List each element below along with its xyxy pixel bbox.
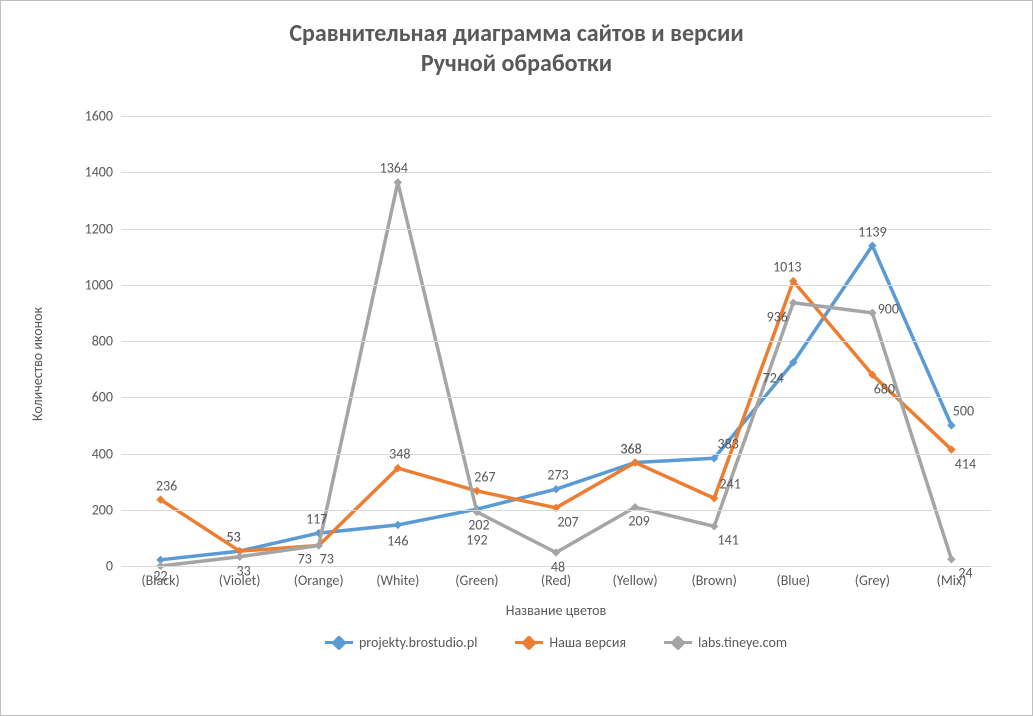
x-tick-label: (Orange) [294,572,344,589]
gridline [121,397,991,398]
gridline [121,285,991,286]
legend-label: projekty.brostudio.pl [359,634,477,651]
series-marker [394,179,401,186]
data-label: 936 [767,308,788,325]
x-tick-label: (Yellow) [613,572,658,589]
data-label: 368 [620,440,641,457]
data-label: 500 [953,403,974,420]
legend-marker-icon [670,635,686,651]
chart-title: Сравнительная диаграмма сайтов и версии … [1,19,1032,79]
data-label: 146 [387,532,408,549]
legend-marker-icon [522,635,538,651]
y-tick-label: 1000 [85,276,113,293]
gridline [121,510,991,511]
data-label: 73 [298,551,312,568]
data-label: 724 [763,370,784,387]
legend-swatch [515,641,543,644]
chart-container: Сравнительная диаграмма сайтов и версии … [0,0,1033,716]
data-label: 348 [389,446,410,463]
data-label: 73 [320,551,334,568]
legend-label: labs.tineye.com [698,634,787,651]
y-tick-label: 1200 [85,220,113,237]
x-tick-label: (Green) [455,572,498,589]
gridline [121,454,991,455]
y-tick-label: 400 [92,445,113,462]
data-label: 273 [547,467,568,484]
data-label: 22 [153,567,167,584]
data-label: 141 [718,532,739,549]
data-label: 236 [156,477,177,494]
y-axis-title: Количество иконок [29,307,46,421]
data-label: 209 [628,513,649,530]
series-line [161,246,952,560]
legend-swatch [664,641,692,644]
gridline [121,341,991,342]
data-label: 900 [878,300,899,317]
y-tick-label: 0 [106,558,113,575]
x-tick-label: (Grey) [855,572,890,589]
data-label: 117 [306,511,327,528]
plot-area: Название цветов projekty.brostudio.plНаш… [121,116,991,566]
data-label: 24 [958,565,972,582]
data-label: 48 [551,558,565,575]
series-marker [236,553,243,560]
x-tick-label: (White) [376,572,419,589]
data-label: 680 [874,380,895,397]
legend-label: Наша версия [549,634,626,651]
legend-swatch [325,641,353,644]
data-label: 1139 [858,223,886,240]
data-label: 414 [955,455,976,472]
data-label: 192 [466,532,487,549]
data-label: 241 [720,476,741,493]
x-tick-label: (Brown) [691,572,736,589]
gridline [121,116,991,117]
y-tick-label: 600 [92,389,113,406]
y-tick-label: 1400 [85,164,113,181]
legend: projekty.brostudio.pl Наша версия labs.tin… [121,634,991,651]
legend-item: projekty.brostudio.pl [325,634,477,651]
legend-item: labs.tineye.com [664,634,787,651]
x-axis-title: Название цветов [121,602,991,619]
x-tick-label: (Blue) [776,572,810,589]
legend-item: Наша версия [515,634,626,651]
data-label: 267 [474,468,495,485]
y-tick-label: 800 [92,333,113,350]
y-tick-label: 1600 [85,108,113,125]
data-label: 1013 [773,259,801,276]
y-tick-label: 200 [92,501,113,518]
data-label: 53 [227,529,241,546]
series-marker [394,521,401,528]
data-label: 33 [237,562,251,579]
data-label: 207 [557,513,578,530]
data-label: 1364 [380,160,408,177]
gridline [121,172,991,173]
legend-marker-icon [331,635,347,651]
data-label: 383 [718,436,739,453]
